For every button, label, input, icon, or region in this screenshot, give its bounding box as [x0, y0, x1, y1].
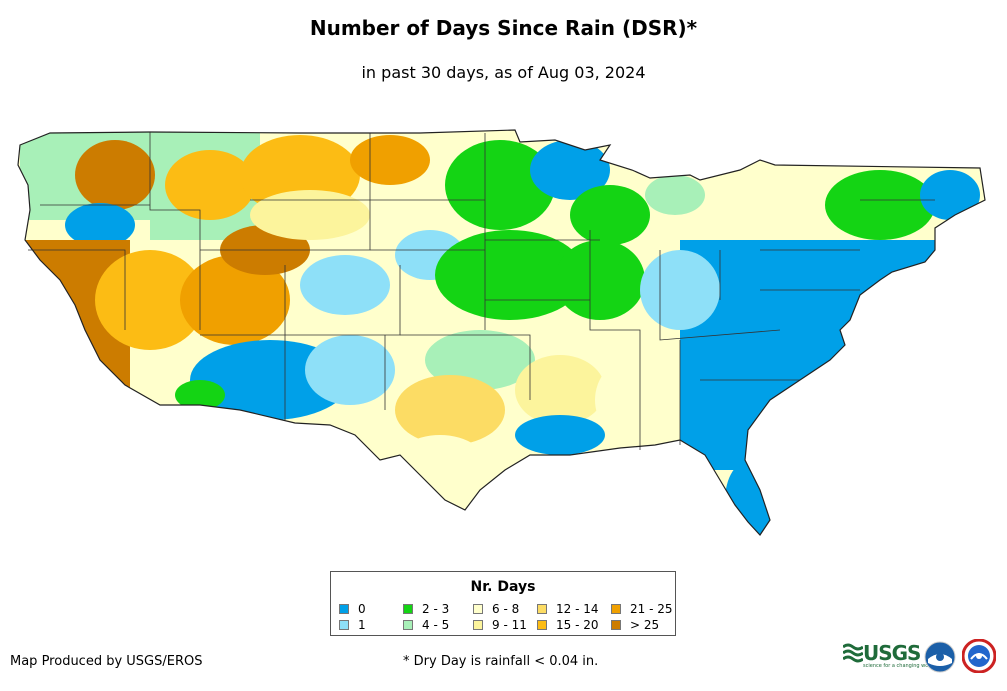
- legend-swatch: [403, 604, 413, 614]
- legend-title: Nr. Days: [470, 579, 536, 595]
- legend-swatch: [537, 620, 547, 630]
- legend-swatch: [473, 620, 483, 630]
- usgs-tagline: science for a changing world: [863, 663, 935, 669]
- region-mississippi: [595, 360, 665, 440]
- legend-swatch: [339, 604, 349, 614]
- noaa-logo-icon: [924, 641, 956, 673]
- legend-label: 12 - 14: [556, 602, 599, 616]
- legend-item: 2 - 3: [403, 602, 449, 616]
- map-subtitle: in past 30 days, as of Aug 03, 2024: [361, 63, 646, 82]
- region-wyoming: [250, 190, 370, 240]
- legend-item: 6 - 8: [473, 602, 519, 616]
- legend-item: 9 - 11: [473, 618, 527, 632]
- dry-day-footnote: * Dry Day is rainfall < 0.04 in.: [403, 654, 599, 669]
- region-georgia: [680, 360, 760, 440]
- region-illinois: [555, 240, 645, 320]
- legend-swatch: [611, 620, 621, 630]
- region-wisconsin: [570, 185, 650, 245]
- region-oklahoma: [425, 330, 535, 390]
- producer-credit: Map Produced by USGS/EROS: [10, 654, 203, 669]
- legend-item: 12 - 14: [537, 602, 599, 616]
- legend-item: 15 - 20: [537, 618, 599, 632]
- region-montana-w: [165, 150, 255, 220]
- region-nd-w: [350, 135, 430, 185]
- legend-label: 1: [358, 618, 366, 632]
- region-arkansas: [515, 355, 605, 425]
- legend-label: 2 - 3: [422, 602, 450, 616]
- region-louisiana: [515, 415, 605, 455]
- region-minnesota: [530, 140, 610, 200]
- region-az-green: [175, 380, 225, 410]
- legend-swatch: [403, 620, 413, 630]
- dsr-fill-layer: [18, 130, 985, 535]
- region-utah: [180, 255, 290, 345]
- legend-item: > 25: [611, 618, 659, 632]
- nws-logo-icon: [962, 639, 996, 673]
- legend-label: 0: [358, 602, 366, 616]
- legend-label: 15 - 20: [556, 618, 599, 632]
- legend-label: 6 - 8: [492, 602, 520, 616]
- region-new-york: [825, 170, 935, 240]
- legend-label: > 25: [630, 618, 660, 632]
- region-oregon-dry: [75, 140, 155, 210]
- region-nevada: [95, 250, 205, 350]
- region-new-mexico: [305, 335, 395, 405]
- legend-item: 21 - 25: [611, 602, 673, 616]
- region-michigan: [645, 175, 705, 215]
- region-oregon-wet: [65, 203, 135, 247]
- legend-label: 21 - 25: [630, 602, 673, 616]
- region-colorado: [300, 255, 390, 315]
- map-title: Number of Days Since Rain (DSR)*: [309, 16, 698, 40]
- usgs-wave-icon: [843, 643, 863, 663]
- legend-label: 9 - 11: [492, 618, 527, 632]
- legend-swatch: [537, 604, 547, 614]
- legend-label: 4 - 5: [422, 618, 450, 632]
- legend-swatch: [473, 604, 483, 614]
- usgs-logo: USGS science for a changing world: [843, 641, 935, 671]
- legend-item: 4 - 5: [403, 618, 449, 632]
- state-boundaries: [28, 132, 935, 450]
- region-new-england: [920, 170, 980, 220]
- region-texas-n: [395, 375, 505, 445]
- legend-item: 0: [339, 602, 366, 616]
- legend-box: Nr. Days 0 1 2 - 3 4 - 5 6 - 8 9 - 11 12 - 14 1…: [330, 571, 676, 636]
- legend-swatch: [611, 604, 621, 614]
- usgs-wordmark: USGS: [863, 641, 921, 665]
- region-ohio-valley: [640, 250, 720, 330]
- legend-item: 1: [339, 618, 366, 632]
- legend-swatch: [339, 620, 349, 630]
- region-nebraska-iowa: [435, 230, 585, 320]
- region-dakotas-green: [445, 140, 555, 230]
